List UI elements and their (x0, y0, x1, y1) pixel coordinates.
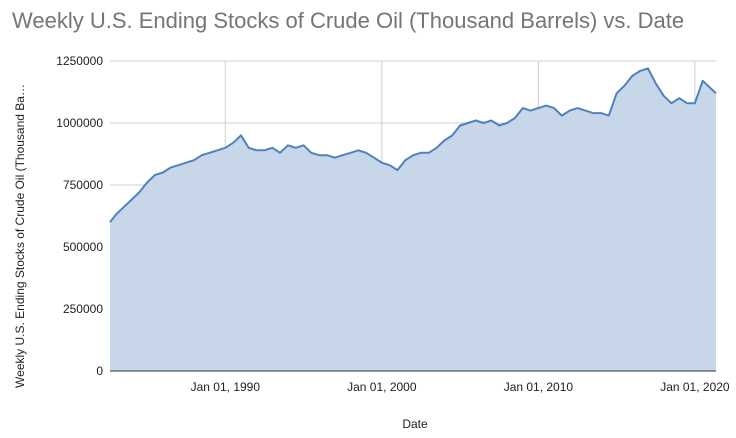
chart-title: Weekly U.S. Ending Stocks of Crude Oil (… (12, 8, 685, 33)
x-tick-label: Jan 01, 2020 (660, 380, 730, 394)
y-axis-ticks: 0 250000 500000 750000 1000000 1250000 (56, 54, 103, 378)
x-tick-label: Jan 01, 1990 (191, 380, 261, 394)
x-axis-ticks: Jan 01, 1990 Jan 01, 2000 Jan 01, 2010 Jan … (191, 380, 730, 394)
series-line (109, 67, 717, 223)
x-axis-title: Date (402, 417, 428, 431)
y-tick-label: 1250000 (56, 54, 103, 68)
y-tick-label: 1000000 (56, 116, 103, 130)
x-tick-label: Jan 01, 2010 (504, 380, 574, 394)
y-tick-label: 500000 (63, 240, 103, 254)
x-tick-label: Jan 01, 2000 (347, 380, 417, 394)
y-tick-label: 250000 (63, 302, 103, 316)
y-tick-label: 0 (96, 364, 103, 378)
y-tick-label: 750000 (63, 178, 103, 192)
y-axis-title: Weekly U.S. Ending Stocks of Crude Oil (… (13, 84, 27, 388)
area-fill (110, 68, 716, 372)
